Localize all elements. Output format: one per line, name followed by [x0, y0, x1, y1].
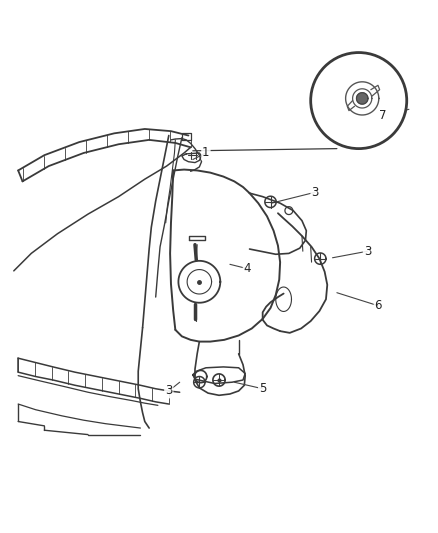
Text: 3: 3 [364, 245, 371, 258]
Text: 5: 5 [259, 382, 266, 395]
Text: 3: 3 [311, 186, 319, 199]
Text: 6: 6 [374, 300, 382, 312]
Text: 3: 3 [165, 384, 173, 398]
Text: 7: 7 [379, 109, 386, 123]
Text: 4: 4 [244, 262, 251, 275]
Circle shape [311, 53, 407, 149]
Text: 1: 1 [202, 147, 210, 159]
Polygon shape [357, 93, 368, 104]
